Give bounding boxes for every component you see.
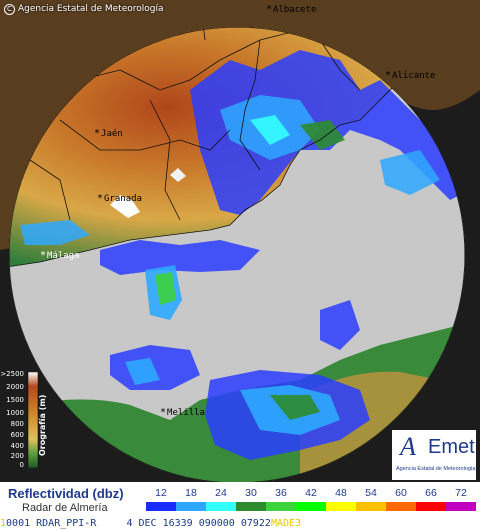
oro-level: 600 xyxy=(10,431,24,439)
scale-swatch xyxy=(446,502,476,511)
city-marker-icon: * xyxy=(160,407,167,418)
oro-level: 400 xyxy=(10,442,24,450)
scale-label: 66 xyxy=(425,487,437,499)
scale-swatch xyxy=(206,502,236,511)
oro-level: 1500 xyxy=(6,396,24,404)
oro-level: 1000 xyxy=(6,409,24,417)
scale-label: 54 xyxy=(365,487,377,499)
scale-label: 18 xyxy=(185,487,197,499)
radar-map xyxy=(0,0,480,482)
scale-label: 42 xyxy=(305,487,317,499)
status-tail: MADE3 xyxy=(270,518,302,529)
scale-swatch xyxy=(386,502,416,511)
oro-level: >2500 xyxy=(0,370,24,378)
copyright-icon: C xyxy=(4,4,15,15)
city-alicante: *Alicante xyxy=(385,70,436,81)
scale-label: 24 xyxy=(215,487,227,499)
city-jaen: *Jaén xyxy=(94,128,123,139)
status-bar: 10001 RDAR_PPI-R 4 DEC 16339 090000 0792… xyxy=(0,517,480,530)
status-prefix: 1 xyxy=(0,518,7,529)
scale-swatch xyxy=(326,502,356,511)
copyright-notice: C Agencia Estatal de Meteorología xyxy=(4,4,164,15)
orography-legend: >2500 2000 1500 1000 800 600 400 200 0 xyxy=(0,370,40,469)
scale-swatch xyxy=(416,502,446,511)
scale-swatch xyxy=(356,502,386,511)
scale-swatch xyxy=(266,502,296,511)
scale-label: 36 xyxy=(275,487,287,499)
city-granada: *Granada xyxy=(97,193,142,204)
city-marker-icon: * xyxy=(266,4,273,15)
city-malaga: *Málaga xyxy=(40,250,80,261)
legend-title: Reflectividad (dbz) xyxy=(8,486,124,501)
city-marker-icon: * xyxy=(97,193,104,204)
city-marker-icon: * xyxy=(385,70,392,81)
orography-scale xyxy=(27,372,39,468)
scale-swatch xyxy=(146,502,176,511)
scale-label: 48 xyxy=(335,487,347,499)
status-line: 0001 RDAR_PPI-R 4 DEC 16339 090000 07922 xyxy=(6,518,271,529)
scale-label: 12 xyxy=(155,487,167,499)
city-marker-icon: * xyxy=(94,128,101,139)
oro-level: 200 xyxy=(10,452,24,460)
city-albacete: *Albacete xyxy=(266,4,317,15)
sierra-nevada xyxy=(110,195,140,218)
scale-label: 72 xyxy=(455,487,467,499)
oro-level: 2000 xyxy=(6,383,24,391)
oro-level: 800 xyxy=(10,420,24,428)
city-melilla: *Melilla xyxy=(160,407,205,418)
scale-swatch xyxy=(176,502,206,511)
scale-label: 60 xyxy=(395,487,407,499)
logo-met: Emet xyxy=(428,436,475,458)
scale-swatch xyxy=(296,502,326,511)
logo-a: A xyxy=(400,432,416,461)
city-marker-icon: * xyxy=(40,250,47,261)
oro-level: 0 xyxy=(19,461,24,469)
scale-label: 30 xyxy=(245,487,257,499)
scale-swatch xyxy=(236,502,266,511)
radar-name: Radar de Almería xyxy=(22,502,108,514)
copyright-text: Agencia Estatal de Meteorología xyxy=(18,4,164,14)
aemet-logo: A Emet Agencia Estatal de Meteorología xyxy=(392,430,476,480)
orography-title: Orografía (m) xyxy=(38,394,47,456)
logo-subtitle: Agencia Estatal de Meteorología xyxy=(396,466,476,472)
sierra-peak xyxy=(170,168,186,182)
